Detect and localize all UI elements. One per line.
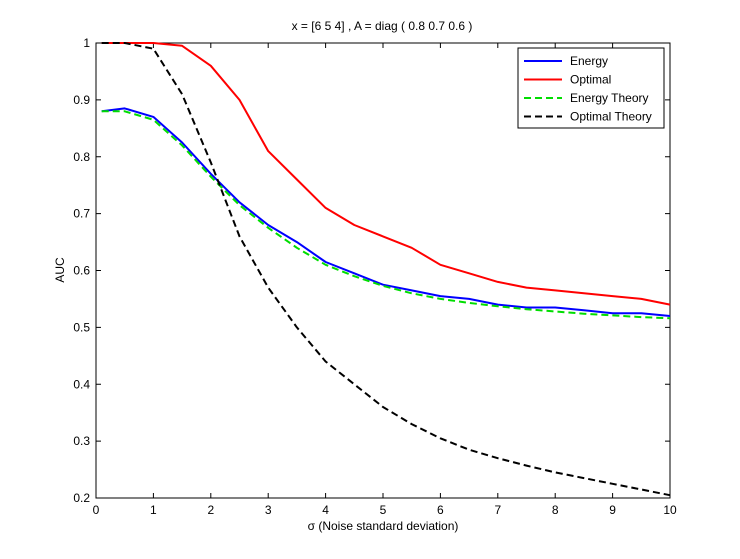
series-line-energy-theory xyxy=(101,110,671,320)
x-tick-label: 3 xyxy=(265,503,272,517)
legend-entry: Energy xyxy=(570,54,608,68)
x-tick-label: 4 xyxy=(322,503,329,517)
y-tick-label: 0.2 xyxy=(73,491,90,505)
y-tick-label: 0.9 xyxy=(73,93,90,107)
x-tick-label: 1 xyxy=(150,503,157,517)
series-line-optimal-theory xyxy=(101,42,671,497)
legend-entry: Energy Theory xyxy=(570,91,649,105)
y-tick-label: 0.3 xyxy=(73,434,90,448)
legend: Energy Optimal Energy Theory Optimal Theory xyxy=(517,47,665,129)
series-layer xyxy=(101,42,671,497)
x-tick-label: 9 xyxy=(609,503,616,517)
x-tick-label: 5 xyxy=(380,503,387,517)
y-tick-label: 0.5 xyxy=(73,320,90,334)
axes: 0 1 2 3 4 5 6 7 8 9 10 0.2 0.3 0.4 0.5 0.6 0.7 0.8 0.9 1 xyxy=(73,36,677,517)
series-line-energy xyxy=(101,107,671,317)
x-axis-label: σ (Noise standard deviation) xyxy=(308,519,459,533)
series-line-optimal xyxy=(101,42,671,306)
chart-title: x = [6 5 4] , A = diag ( 0.8 0.7 0.6 ) xyxy=(292,19,473,33)
x-tick-label: 6 xyxy=(437,503,444,517)
x-tick-label: 10 xyxy=(663,503,677,517)
y-axis-label: AUC xyxy=(53,257,67,283)
x-tick-label: 2 xyxy=(207,503,214,517)
x-tick-label: 0 xyxy=(93,503,100,517)
x-tick-label: 8 xyxy=(552,503,559,517)
x-tick-label: 7 xyxy=(494,503,501,517)
legend-entry: Optimal Theory xyxy=(570,110,652,124)
y-tick-label: 0.6 xyxy=(73,264,90,278)
y-tick-label: 0.8 xyxy=(73,150,90,164)
y-tick-label: 0.4 xyxy=(73,377,90,391)
legend-entry: Optimal xyxy=(570,73,611,87)
y-tick-label: 0.7 xyxy=(73,207,90,221)
y-tick-label: 1 xyxy=(83,36,90,50)
